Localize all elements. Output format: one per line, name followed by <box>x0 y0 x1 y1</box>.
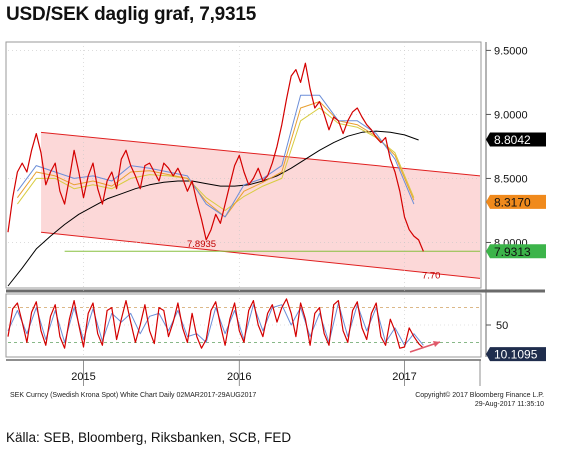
value-tag-green: 7.9313 <box>486 244 546 259</box>
channel-low-label: 7.8935 <box>187 239 216 250</box>
series-line-ma-yellow <box>16 107 415 211</box>
channel-lower-line <box>40 231 481 279</box>
series-line-price <box>7 62 424 252</box>
footer-right-2: 29-Aug-2017 11:35:10 <box>475 401 544 408</box>
year-tick-label: 2016 <box>227 371 251 383</box>
channel-upper-line <box>40 131 481 177</box>
chart-title: USD/SEK daglig graf, 7,9315 <box>6 4 257 25</box>
footer-left: SEK Curncy (Swedish Krona Spot) White Ch… <box>10 392 256 399</box>
y-tick-label: 8.5000 <box>494 173 528 185</box>
value-tag-black: 8.8042 <box>486 132 546 147</box>
value-tag-orange-bg <box>486 194 546 209</box>
value-tag-green-bg <box>486 244 546 259</box>
y-tick-label: 9.0000 <box>494 109 528 121</box>
year-tick-label: 2015 <box>71 371 95 383</box>
value-tag-orange-label: 8.3170 <box>494 195 531 209</box>
year-tick-label: 2017 <box>392 371 416 383</box>
value-tag-green-label: 7.9313 <box>494 245 531 259</box>
footer-right-1: Copyright© 2017 Bloomberg Finance L.P. <box>415 391 544 399</box>
y-tick-label: 9.5000 <box>494 45 528 57</box>
series-line-ma-orange <box>16 101 415 218</box>
series-line-ma-long <box>7 130 419 287</box>
source-note: Källa: SEB, Bloomberg, Riksbanken, SCB, … <box>6 430 292 445</box>
value-tag-black-bg <box>486 132 546 147</box>
value-tag-orange: 8.3170 <box>486 194 546 209</box>
oscillator-value-tag-bg <box>486 347 546 362</box>
value-tag-black-label: 8.8042 <box>494 133 531 147</box>
oscillator-panel-frame <box>5 293 482 358</box>
oscillator-value-tag-label: 10.1095 <box>494 348 538 362</box>
oscillator-line-price <box>7 298 424 349</box>
oscillator-value-tag: 10.1095 <box>486 347 546 362</box>
oscillator-tick-label: 50 <box>496 320 508 332</box>
trend-arrow <box>409 341 441 353</box>
channel-target-label: 7.70 <box>422 271 441 282</box>
